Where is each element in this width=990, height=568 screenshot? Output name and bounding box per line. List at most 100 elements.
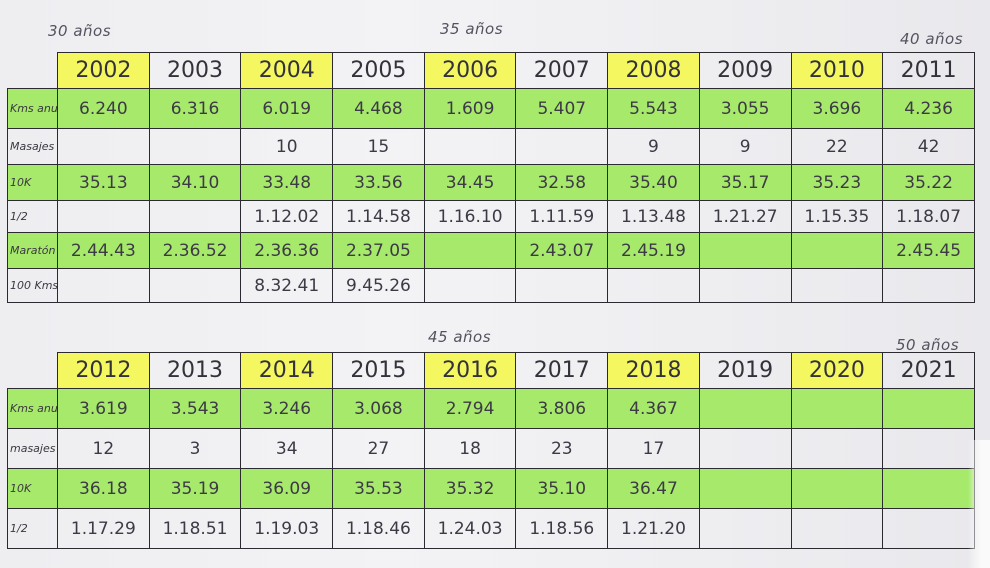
year-cell: 2020 bbox=[790, 352, 884, 389]
value-cell bbox=[790, 468, 884, 509]
table-row: 1/2 1.12.02 1.14.58 1.16.10 1.11.59 1.13.48 1.… bbox=[7, 200, 975, 233]
table-row: Kms anuales6.2406.3166.0194.4681.6095.40… bbox=[7, 88, 975, 129]
value-cell: 1.15.35 bbox=[790, 200, 884, 233]
table-row: masajes 12 3 34 27 18 23 17 bbox=[7, 428, 975, 469]
value-cell: 2.43.07 bbox=[515, 232, 609, 269]
value-cell: 2.37.05 bbox=[332, 232, 425, 269]
value-cell: 5.543 bbox=[607, 88, 700, 129]
year-cell: 2014 bbox=[240, 352, 334, 389]
value-cell: 35.32 bbox=[423, 468, 517, 509]
value-cell: 9.45.26 bbox=[332, 268, 425, 303]
value-cell: 34 bbox=[240, 428, 334, 469]
value-cell: 17 bbox=[607, 428, 700, 469]
year-cell: 2016 bbox=[423, 352, 517, 389]
running-log-table-2002-2011: 2002 2003 2004 2005 2006 2007 2008 2009 2010 2011… bbox=[7, 52, 975, 303]
value-cell: 32.58 bbox=[515, 164, 609, 201]
year-cell: 2008 bbox=[607, 52, 700, 89]
value-cell: 1.609 bbox=[423, 88, 517, 129]
year-cell: 2009 bbox=[698, 52, 792, 89]
value-cell bbox=[882, 428, 975, 469]
value-cell bbox=[423, 232, 517, 269]
value-cell: 1.18.46 bbox=[332, 508, 425, 549]
value-cell bbox=[607, 268, 700, 303]
age-note-30: 30 años bbox=[48, 22, 112, 40]
year-cell: 2004 bbox=[240, 52, 334, 89]
row-label: 1/2 bbox=[7, 508, 58, 549]
value-cell: 18 bbox=[423, 428, 517, 469]
value-cell: 3 bbox=[148, 428, 242, 469]
table-row: Kms anuales3.6193.5433.2463.0682.7943.80… bbox=[7, 388, 975, 429]
value-cell: 33.56 bbox=[332, 164, 425, 201]
table-row: 1/2 1.17.29 1.18.51 1.19.03 1.18.46 1.24.03 1.… bbox=[7, 508, 975, 549]
value-cell bbox=[423, 128, 517, 165]
page-edge bbox=[968, 440, 990, 568]
value-cell bbox=[698, 428, 792, 469]
row-label: 10K bbox=[7, 468, 58, 509]
value-cell: 4.236 bbox=[882, 88, 975, 129]
table-row: 10K 36.18 35.19 36.09 35.53 35.32 35.10 36.47 bbox=[7, 468, 975, 509]
value-cell: 1.17.29 bbox=[57, 508, 150, 549]
running-log-table-2012-2021: 2012 2013 2014 2015 2016 2017 2018 2019 2020 2021… bbox=[7, 352, 975, 549]
value-cell: 2.45.19 bbox=[607, 232, 700, 269]
value-cell: 12 bbox=[57, 428, 150, 469]
value-cell: 36.47 bbox=[607, 468, 700, 509]
value-cell bbox=[698, 268, 792, 303]
value-cell bbox=[515, 128, 609, 165]
value-cell: 8.32.41 bbox=[240, 268, 334, 303]
value-cell: 35.13 bbox=[57, 164, 150, 201]
year-cell: 2010 bbox=[790, 52, 884, 89]
value-cell bbox=[790, 232, 884, 269]
age-note-35: 35 años bbox=[440, 20, 504, 38]
value-cell: 1.18.07 bbox=[882, 200, 975, 233]
value-cell: 2.794 bbox=[423, 388, 517, 429]
value-cell bbox=[57, 128, 150, 165]
year-cell: 2021 bbox=[882, 352, 975, 389]
value-cell: 15 bbox=[332, 128, 425, 165]
value-cell: 1.12.02 bbox=[240, 200, 334, 233]
year-header-row: 2002 2003 2004 2005 2006 2007 2008 2009 2010 2011 bbox=[7, 52, 975, 89]
value-cell: 27 bbox=[332, 428, 425, 469]
row-label: Kms anuales bbox=[7, 388, 58, 429]
value-cell bbox=[698, 232, 792, 269]
value-cell: 1.18.51 bbox=[148, 508, 242, 549]
table-row: 100 Kms 8.32.41 9.45.26 bbox=[7, 268, 975, 303]
value-cell: 3.055 bbox=[698, 88, 792, 129]
year-cell: 2015 bbox=[332, 352, 425, 389]
value-cell: 33.48 bbox=[240, 164, 334, 201]
year-cell: 2013 bbox=[148, 352, 242, 389]
value-cell: 35.53 bbox=[332, 468, 425, 509]
age-note-40: 40 años bbox=[900, 30, 964, 48]
row-label: Maratón bbox=[7, 232, 58, 269]
value-cell: 5.407 bbox=[515, 88, 609, 129]
row-label: 1/2 bbox=[7, 200, 58, 233]
value-cell bbox=[790, 508, 884, 549]
value-cell: 4.468 bbox=[332, 88, 425, 129]
value-cell: 1.19.03 bbox=[240, 508, 334, 549]
year-header-row: 2012 2013 2014 2015 2016 2017 2018 2019 2020 2021 bbox=[7, 352, 975, 389]
value-cell: 35.23 bbox=[790, 164, 884, 201]
value-cell: 2.36.52 bbox=[148, 232, 242, 269]
value-cell: 36.09 bbox=[240, 468, 334, 509]
value-cell: 34.10 bbox=[148, 164, 242, 201]
value-cell bbox=[790, 428, 884, 469]
year-cell: 2017 bbox=[515, 352, 609, 389]
value-cell: 34.45 bbox=[423, 164, 517, 201]
value-cell: 10 bbox=[240, 128, 334, 165]
value-cell: 6.240 bbox=[57, 88, 150, 129]
value-cell bbox=[882, 388, 975, 429]
value-cell: 35.10 bbox=[515, 468, 609, 509]
value-cell: 9 bbox=[607, 128, 700, 165]
year-cell: 2003 bbox=[148, 52, 242, 89]
age-note-45: 45 años bbox=[428, 328, 492, 346]
value-cell bbox=[148, 200, 242, 233]
row-label: masajes bbox=[7, 428, 58, 469]
value-cell: 6.019 bbox=[240, 88, 334, 129]
value-cell: 4.367 bbox=[607, 388, 700, 429]
value-cell: 3.543 bbox=[148, 388, 242, 429]
value-cell: 6.316 bbox=[148, 88, 242, 129]
value-cell bbox=[698, 508, 792, 549]
value-cell: 1.16.10 bbox=[423, 200, 517, 233]
value-cell: 1.21.20 bbox=[607, 508, 700, 549]
value-cell: 1.13.48 bbox=[607, 200, 700, 233]
